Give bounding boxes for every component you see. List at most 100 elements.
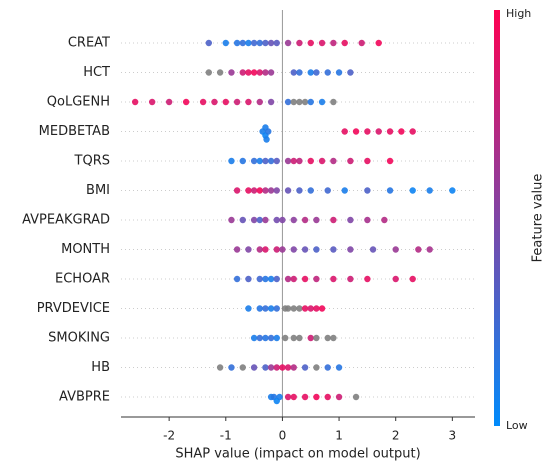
feature-label: BMI [86,183,110,198]
colorbar-low-label: Low [506,419,528,432]
feature-row [233,187,456,194]
dot [233,275,241,283]
dot [301,216,309,224]
feature-row [233,246,433,253]
dot [273,246,280,253]
dot [245,98,252,106]
dot [245,305,252,312]
feature-row [205,69,354,76]
dot [211,98,218,106]
dot [369,246,377,253]
dot [273,157,280,165]
x-tick-label: 1 [335,429,343,443]
dot [296,305,303,312]
dot [245,39,252,47]
dot [296,157,303,165]
x-tick-label: 3 [449,429,457,443]
dot [256,157,263,165]
dot [267,364,275,371]
dot [364,187,371,194]
dot [131,98,139,106]
dot [256,39,263,47]
dot [313,393,320,401]
dot [324,334,331,342]
dot [239,216,246,224]
dot [262,275,269,283]
dot [250,216,258,224]
dot [262,305,269,312]
dot [296,187,303,194]
dot [409,128,416,135]
dot [318,157,326,165]
dot [364,128,371,135]
feature-row [131,98,337,106]
dot [216,69,224,76]
dot [276,393,283,401]
dot [284,275,292,283]
dot [267,334,275,342]
dot [228,157,235,165]
dot [409,187,416,194]
dot [245,275,252,283]
dot [347,157,354,165]
dot [335,69,343,76]
dot [284,187,292,194]
x-tick-label: 0 [279,429,287,443]
dot [239,39,246,47]
feature-row [233,275,416,283]
feature-label: CREAT [68,36,110,51]
dot [256,305,263,312]
dot [324,187,331,194]
dot [250,69,258,76]
dot [313,305,320,312]
feature-label: SMOKING [48,331,110,346]
dot [284,98,292,106]
feature-label: HB [91,360,110,375]
dot [267,275,275,283]
dot [290,393,297,401]
dot [250,187,258,194]
dot [262,216,269,224]
dot [262,187,269,194]
feature-row [245,305,326,312]
dot [290,364,297,371]
dot [307,98,314,106]
dot [256,216,263,224]
dot [301,393,309,401]
dot [279,246,286,253]
dot [358,39,365,47]
colorbar [494,10,500,426]
dot [307,69,314,76]
dot [290,334,297,342]
dot [267,187,275,194]
dot [330,39,337,47]
x-tick-label: 2 [392,429,400,443]
dot [290,98,297,106]
dot [341,128,348,135]
dot [256,246,263,253]
dot [324,393,331,401]
feature-label: TQRS [74,154,110,169]
dot [426,187,433,194]
feature-row [250,334,337,342]
dot [245,187,252,194]
dot [265,128,272,135]
feature-label: MONTH [61,242,110,257]
feature-row [228,216,388,224]
dot [341,39,348,47]
dot [290,275,297,283]
dot [301,275,309,283]
dot [222,39,229,47]
dot [364,275,371,283]
dot [318,98,326,106]
dot [182,98,190,106]
dot [245,246,252,253]
dot [228,216,235,224]
dot [262,39,269,47]
dot [273,305,280,312]
dot [330,216,337,224]
dot [262,69,269,76]
dot [307,187,314,194]
feature-row [216,364,343,371]
dot [199,98,207,106]
